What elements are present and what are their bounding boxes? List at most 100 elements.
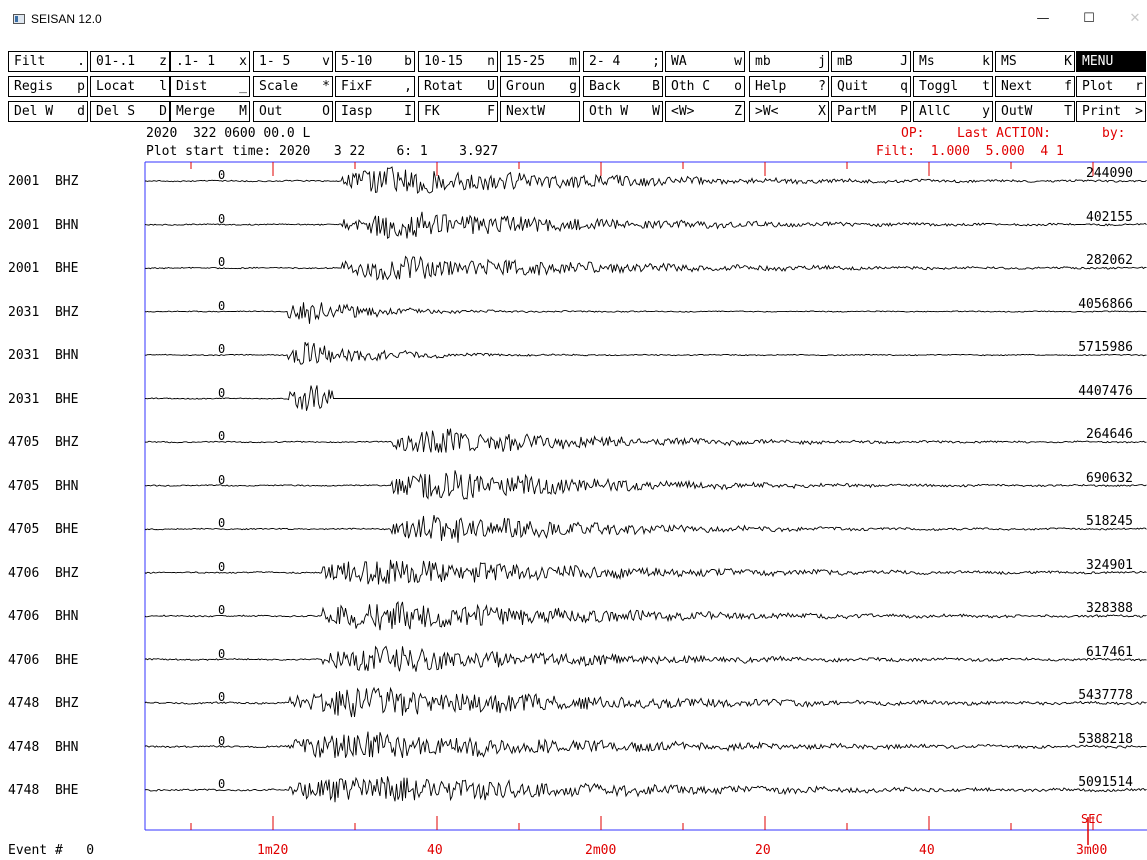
w-in-button[interactable]: <W> Z <box>665 101 745 122</box>
allc-button[interactable]: AllC y <box>913 101 993 122</box>
back-button[interactable]: Back B <box>583 76 663 97</box>
del-s-button[interactable]: Del S D <box>90 101 170 122</box>
filt-2-4-button[interactable]: 2- 4; <box>583 51 663 72</box>
locat-button[interactable]: Locat l <box>90 76 170 97</box>
seismic-trace-4748-bhe[interactable] <box>144 776 1147 803</box>
ms-upper-button[interactable]: MS K <box>995 51 1075 72</box>
seismic-trace-4706-bhn[interactable] <box>144 600 1147 631</box>
w-out-button-label: >W< <box>755 104 779 119</box>
filt-15-25-button[interactable]: 15-25 m <box>500 51 580 72</box>
dist-button[interactable]: Dist _ <box>170 76 250 97</box>
channel-label[interactable]: 4705 BHE <box>8 523 78 537</box>
quit-button[interactable]: Quit q <box>831 76 911 97</box>
seismic-trace-4748-bhn[interactable] <box>144 731 1147 759</box>
filt-10-15-button[interactable]: 10-15 n <box>418 51 498 72</box>
groun-button[interactable]: Groun g <box>500 76 580 97</box>
filt-15-25-button-label: 15-25 <box>506 54 546 69</box>
filt-1-1-button-label: .1- 1 <box>176 54 216 69</box>
channel-max-amplitude: 282062 <box>1086 253 1133 268</box>
plot-button[interactable]: Plot r <box>1076 76 1146 97</box>
w-out-button[interactable]: >W< X <box>749 101 829 122</box>
del-w-button[interactable]: Del W d <box>8 101 88 122</box>
merge-button[interactable]: Merge M <box>170 101 250 122</box>
seismic-trace-2001-bhz[interactable] <box>145 166 1147 194</box>
channel-label[interactable]: 2001 BHZ <box>8 175 78 189</box>
channel-zero-offset: 0 <box>218 646 226 661</box>
w-in-button-label: <W> <box>671 104 695 119</box>
print-button-key: > <box>1135 104 1143 119</box>
mb-button-label: mb <box>755 54 771 69</box>
filt-button[interactable]: Filt. <box>8 51 88 72</box>
iasp-button[interactable]: Iasp I <box>335 101 415 122</box>
filt-5-10-button[interactable]: 5-10 b <box>335 51 415 72</box>
event-number: Event # 0 <box>8 844 94 858</box>
component-code: BHN <box>54 609 79 624</box>
seismic-trace-4748-bhz[interactable] <box>144 686 1147 718</box>
filt-01-1-button[interactable]: 01-.1 z <box>90 51 170 72</box>
partm-button[interactable]: PartM P <box>831 101 911 122</box>
print-button[interactable]: Print > <box>1076 101 1146 122</box>
mb-button[interactable]: mb j <box>749 51 829 72</box>
channel-max-amplitude: 5715986 <box>1078 340 1133 355</box>
seismic-trace-2001-bhn[interactable] <box>144 211 1147 240</box>
nextw-button[interactable]: NextW <box>500 101 580 122</box>
rotat-button[interactable]: Rotat U <box>418 76 498 97</box>
channel-label[interactable]: 4706 BHN <box>8 610 78 624</box>
filt-1-5-button[interactable]: 1- 5 v <box>253 51 333 72</box>
scale-button[interactable]: Scale * <box>253 76 333 97</box>
out-button[interactable]: Out O <box>253 101 333 122</box>
seismic-trace-4705-bhz[interactable] <box>144 428 1147 453</box>
seismic-trace-2031-bhz[interactable] <box>144 302 1147 324</box>
station-code: 4706 <box>8 565 40 581</box>
channel-label[interactable]: 2031 BHZ <box>8 305 78 320</box>
component-code: BHE <box>54 652 79 668</box>
help-button[interactable]: Help? <box>749 76 829 97</box>
channel-label[interactable]: 4706 BHE <box>8 652 79 668</box>
channel-label[interactable]: 2001 BHN <box>8 218 78 233</box>
oth-w-button[interactable]: Oth W W <box>583 101 663 122</box>
filt-1-1-button[interactable]: .1- 1 x <box>170 51 250 72</box>
toggl-button[interactable]: Toggl t <box>913 76 993 97</box>
fixf-button[interactable]: FixF, <box>335 76 415 97</box>
filt-10-15-button-label: 10-15 <box>424 54 464 69</box>
close-icon[interactable]: ✕ <box>1129 11 1141 26</box>
scale-button-key: * <box>322 79 330 94</box>
fk-button[interactable]: FK F <box>418 101 498 122</box>
outw-button[interactable]: OutW T <box>995 101 1075 122</box>
channel-label[interactable]: 4748 BHE <box>8 784 78 798</box>
minimize-icon[interactable]: — <box>1036 11 1050 26</box>
maximize-icon[interactable]: ☐ <box>1083 11 1095 26</box>
del-s-button-key: D <box>159 104 167 119</box>
channel-label[interactable]: 4748 BHN <box>8 740 78 755</box>
locat-button-label: Locat <box>96 79 136 94</box>
seismic-trace-2031-bhn[interactable] <box>144 341 1147 365</box>
mb-upper-button[interactable]: mB J <box>831 51 911 72</box>
seismic-trace-2031-bhe[interactable] <box>144 385 1147 411</box>
channel-label[interactable]: 2031 BHN <box>8 349 78 363</box>
channel-max-amplitude: 5388218 <box>1078 731 1133 747</box>
channel-label[interactable]: 4705 BHN <box>8 479 78 494</box>
quit-button-label: Quit <box>837 79 869 94</box>
channel-label[interactable]: 4706 BHZ <box>8 565 78 581</box>
next-button-label: Next <box>1001 79 1033 94</box>
menu-button[interactable]: MENU <box>1076 51 1146 72</box>
seismic-trace-4706-bhe[interactable] <box>144 645 1147 672</box>
time-unit-label: SEC <box>1081 812 1103 826</box>
channel-label[interactable]: 4705 BHZ <box>8 436 78 450</box>
channel-label[interactable]: 4748 BHZ <box>8 697 78 711</box>
seismic-trace-4706-bhz[interactable] <box>144 559 1147 585</box>
oth-c-button[interactable]: Oth C o <box>665 76 745 97</box>
channel-label[interactable]: 2001 BHE <box>8 262 78 276</box>
seismic-trace-4705-bhn[interactable] <box>144 470 1147 500</box>
regis-button[interactable]: Regis p <box>8 76 88 97</box>
iasp-button-label: Iasp <box>341 104 373 119</box>
channel-label[interactable]: 2031 BHE <box>8 392 78 407</box>
ms-button[interactable]: Ms k <box>913 51 993 72</box>
station-code: 4705 <box>8 435 40 450</box>
filt-1-1-button-key: x <box>239 54 247 69</box>
next-button[interactable]: Next f <box>995 76 1075 97</box>
wa-button[interactable]: WA w <box>665 51 745 72</box>
seismic-trace-4705-bhe[interactable] <box>144 515 1147 543</box>
seismic-trace-2001-bhe[interactable] <box>144 255 1147 281</box>
